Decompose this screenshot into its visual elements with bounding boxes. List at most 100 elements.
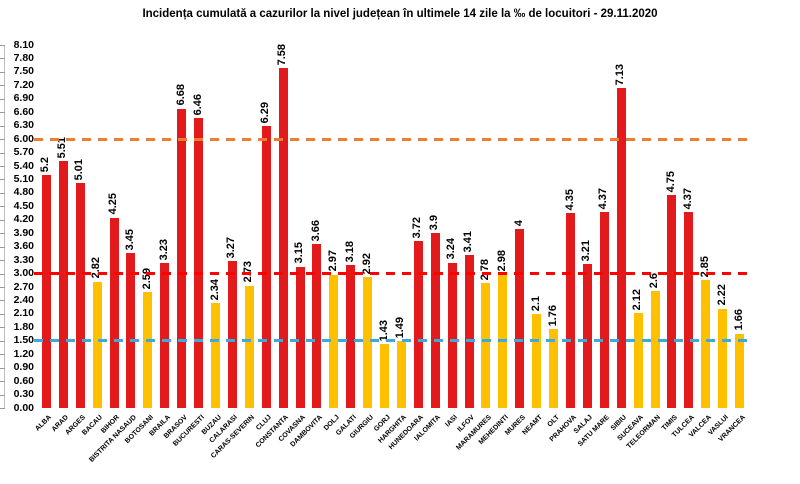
y-axis-tick	[0, 327, 5, 329]
bar-value-label: 2.82	[90, 257, 103, 279]
bar-TELEORMAN	[650, 291, 660, 408]
y-axis-tick	[0, 313, 5, 315]
bar-value-label: 4.25	[107, 193, 120, 215]
bar-value-label: 1.43	[377, 319, 390, 341]
y-axis-tick	[0, 260, 5, 262]
y-tick-label: 8.10	[13, 38, 34, 51]
bar-BOTOSANI	[143, 291, 153, 408]
bar-value-label: 2.78	[478, 259, 491, 281]
bar-VALCEA	[701, 280, 711, 408]
bar-value-label: 3.18	[343, 241, 356, 263]
bar-BRAILA	[160, 263, 170, 408]
y-tick-label: 0.00	[13, 401, 34, 414]
y-axis-tick	[0, 340, 5, 342]
reference-line-6	[34, 137, 750, 141]
bar-value-label: 3.24	[445, 238, 458, 260]
y-tick-label: 6.30	[13, 119, 34, 132]
bar-value-label: 2.12	[631, 288, 644, 310]
bar-value-label: 4.37	[597, 187, 610, 210]
bar-value-label: 3.66	[309, 219, 322, 241]
bar-IASI	[447, 262, 457, 408]
y-axis-tick	[0, 219, 5, 221]
bar-value-label: 4.37	[681, 187, 694, 210]
bar-SIBIU	[616, 88, 626, 408]
y-axis-tick	[0, 354, 5, 356]
bar-PRAHOVA	[566, 213, 575, 408]
bar-ILFOV	[464, 255, 474, 408]
bar-value-label: 3.41	[462, 230, 475, 253]
bar-VRANCEA	[735, 333, 745, 408]
chart-title: Incidența cumulată a cazurilor la nivel …	[142, 8, 658, 20]
bar-ARGES	[75, 183, 85, 408]
bar-value-label: 2.34	[208, 278, 221, 301]
y-tick-label: 6.60	[13, 105, 34, 118]
bar-value-label: 4	[512, 219, 525, 226]
y-tick-label: 1.20	[13, 347, 34, 360]
y-tick-label: 5.40	[13, 159, 34, 172]
bar-SALAJ	[582, 264, 592, 408]
y-axis-tick	[0, 246, 5, 248]
y-tick-label: 5.10	[13, 172, 34, 185]
y-tick-label: 4.20	[13, 213, 34, 226]
bar-CALARASI	[227, 261, 237, 408]
bar-CARAS-SEVERIN	[244, 285, 254, 408]
bar-BACAU	[92, 281, 102, 408]
bar-value-label: 2.1	[529, 295, 542, 311]
bar-value-label: 3.15	[293, 242, 306, 264]
y-tick-label: 3.30	[13, 253, 34, 266]
bar-MARAMURES	[481, 283, 491, 408]
bar-COVASNA	[295, 266, 305, 408]
bar-CONSTANTA	[278, 68, 288, 408]
bar-value-label: 7.13	[614, 64, 627, 86]
bar-VASLUI	[718, 308, 728, 408]
y-tick-label: 1.80	[13, 320, 34, 333]
bar-CLUJ	[261, 126, 271, 408]
bar-OLT	[549, 329, 559, 408]
y-tick-label: 0.60	[13, 374, 34, 387]
y-axis-tick	[0, 367, 5, 369]
bar-value-label: 1.49	[394, 316, 407, 339]
bar-value-label: 3.27	[225, 237, 238, 259]
bar-value-label: 2.97	[326, 250, 339, 272]
y-axis-tick	[0, 58, 5, 60]
y-tick-label: 4.80	[13, 186, 34, 199]
y-axis-tick	[0, 408, 5, 409]
y-axis-tick	[0, 206, 5, 208]
bar-value-label: 3.9	[428, 214, 441, 231]
bar-value-label: 6.68	[174, 84, 187, 106]
y-tick-label: 3.00	[13, 267, 34, 280]
y-tick-label: 3.90	[13, 226, 34, 239]
bar-value-label: 3.45	[123, 228, 136, 251]
y-axis-tick	[0, 287, 5, 288]
y-tick-label: 6.00	[13, 132, 34, 145]
bar-value-label: 2.22	[715, 284, 728, 306]
bar-NEAMT	[532, 313, 542, 408]
bar-ARAD	[58, 161, 68, 408]
y-axis-tick	[0, 192, 5, 194]
bar-SATU MARE	[599, 212, 609, 408]
bar-value-label: 3.72	[411, 216, 424, 239]
bar-value-label: 1.76	[546, 304, 559, 327]
y-tick-label: 7.80	[13, 51, 34, 64]
bar-MURES	[515, 228, 525, 408]
y-axis-tick	[0, 45, 5, 46]
bar-value-label: 2.59	[140, 267, 153, 289]
y-tick-label: 2.40	[13, 293, 34, 306]
reference-line-1.5	[34, 339, 750, 343]
bar-value-label: 2.6	[648, 273, 661, 289]
bar-GALATI	[346, 265, 356, 408]
bar-HUNEDOARA	[413, 241, 423, 408]
y-tick-label: 5.70	[13, 146, 34, 159]
bar-BUZAU	[211, 303, 220, 408]
y-tick-label: 7.50	[13, 65, 34, 78]
y-axis-tick	[0, 152, 5, 154]
y-tick-label: 3.60	[13, 240, 34, 253]
bar-ALBA	[41, 174, 51, 408]
bar-BIHOR	[109, 217, 119, 408]
bar-SUCEAVA	[633, 312, 643, 408]
bar-value-label: 6.46	[191, 94, 204, 116]
bar-value-label: 2.98	[495, 250, 508, 272]
bar-IALOMITA	[430, 233, 440, 408]
y-tick-label: 1.50	[13, 334, 34, 347]
